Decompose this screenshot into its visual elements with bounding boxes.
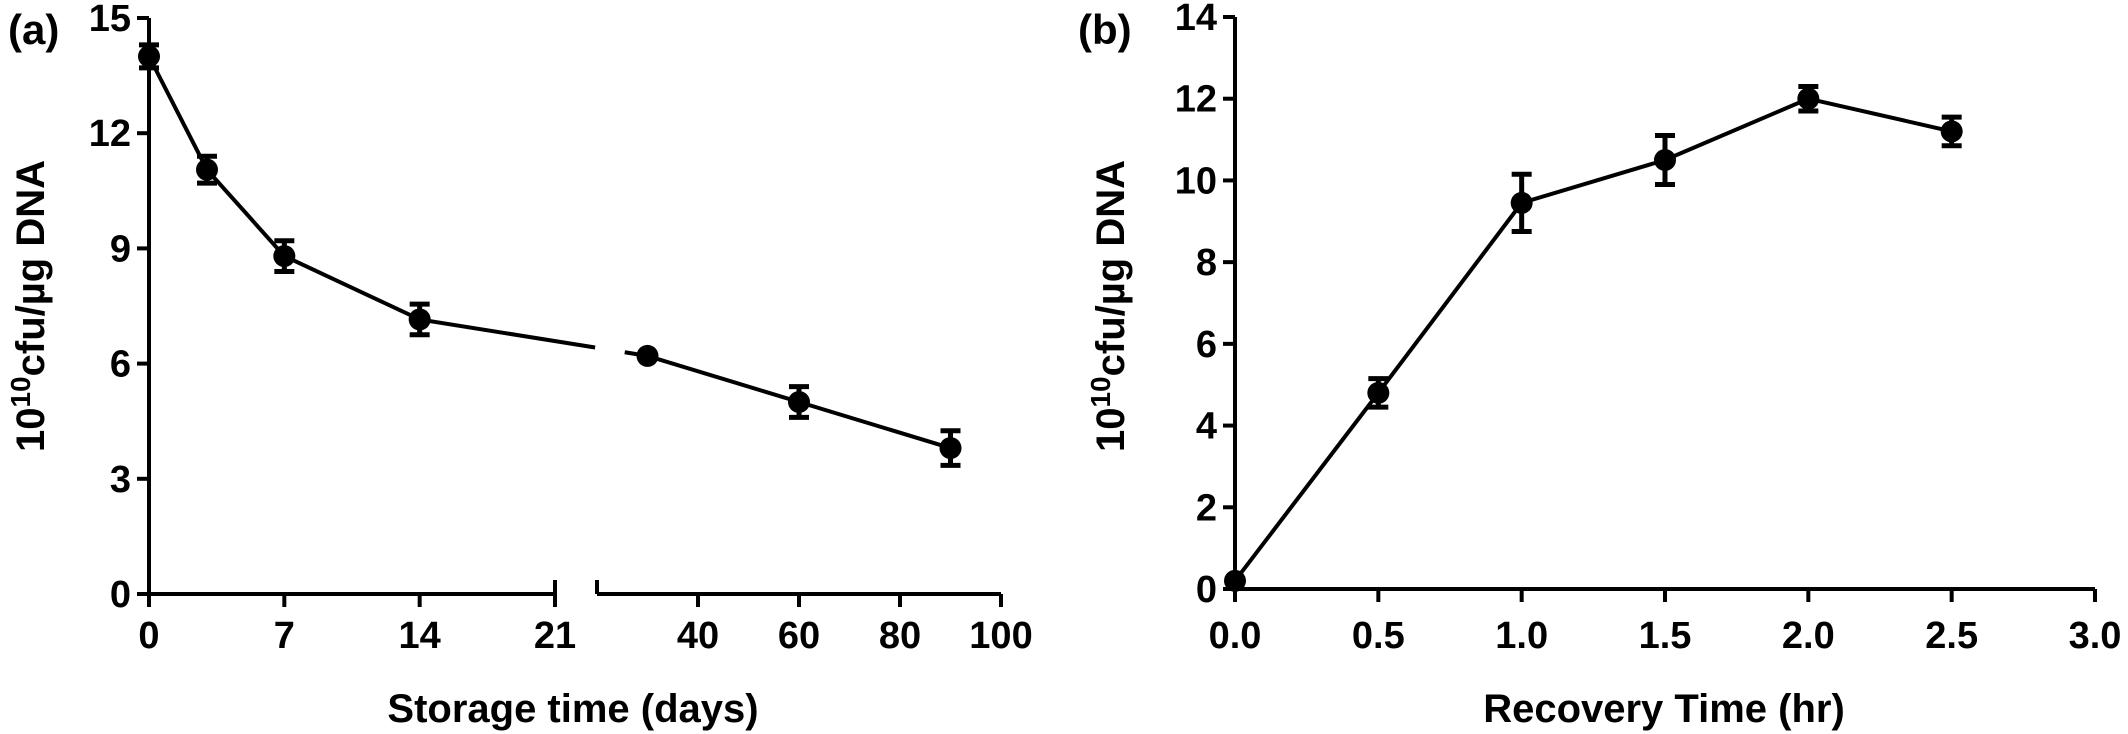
y-tick-label: 15: [89, 0, 131, 40]
data-point: [1510, 191, 1533, 214]
data-point: [138, 45, 160, 68]
chart-panel-b: (b) 0 2 4 6 8 10 12 14 0.0 0.5 1.0 1.5 2.0 2.5 3.0 Recov…: [1078, 0, 2121, 731]
y-tick-label: 12: [1175, 79, 1217, 121]
y-tick-label: 6: [110, 344, 131, 386]
chart-panel-a: (a) 0 3 6 9 12 15 0 7 14 21 40 60 80 100 Storage time (…: [5, 0, 1033, 731]
y-tick-label: 0: [1196, 569, 1217, 611]
series-line: [147, 55, 596, 350]
y-tick-label: 10: [1175, 160, 1217, 202]
data-point: [788, 391, 810, 413]
series-line: [1233, 96, 1953, 583]
y-tick-label: 8: [1196, 242, 1217, 284]
x-axis-title: Storage time (days): [387, 687, 758, 731]
y-tick-label: 2: [1196, 487, 1217, 529]
x-axis-title: Recovery Time (hr): [1483, 687, 1845, 731]
x-tick-label: 60: [778, 615, 820, 657]
x-tick-label: 1.0: [1495, 615, 1548, 657]
data-point: [1654, 149, 1676, 171]
x-tick-label: 40: [677, 615, 719, 657]
data-point: [1224, 569, 1246, 592]
x-tick-label: 0.0: [1209, 615, 1262, 657]
panel-label: (b): [1078, 6, 1132, 53]
x-tick-label: 0.5: [1352, 615, 1405, 657]
y-axis-title: 1010cfu/µg DNA: [1085, 160, 1133, 452]
data-point: [273, 245, 296, 268]
y-tick-label: 12: [89, 113, 131, 155]
y-tick-label: 9: [110, 228, 131, 270]
x-tick-label: 21: [534, 615, 576, 657]
x-tick-label: 0: [138, 615, 159, 657]
y-tick-label: 4: [1196, 406, 1217, 448]
data-point: [1940, 120, 1963, 143]
y-tick-label: 3: [110, 459, 131, 501]
x-tick-label: 3.0: [2069, 615, 2122, 657]
data-point: [408, 308, 431, 331]
data-point: [1367, 381, 1390, 404]
x-tick-label: 14: [399, 615, 441, 657]
x-tick-label: 100: [969, 615, 1032, 657]
x-tick-label: 1.5: [1639, 615, 1692, 657]
series-line: [624, 350, 952, 450]
x-tick-label: 7: [274, 615, 295, 657]
y-axis-title: 1010cfu/µg DNA: [5, 160, 53, 452]
x-tick-label: 2.0: [1782, 615, 1835, 657]
data-point: [636, 344, 659, 367]
data-point: [1797, 87, 1820, 110]
y-tick-label: 0: [110, 574, 131, 616]
data-point: [196, 158, 218, 181]
x-tick-label: 2.5: [1925, 615, 1978, 657]
y-tick-label: 14: [1175, 0, 1217, 39]
y-tick-label: 6: [1196, 324, 1217, 366]
x-tick-label: 80: [879, 615, 921, 657]
data-point: [939, 437, 962, 460]
panel-label: (a): [8, 6, 59, 53]
